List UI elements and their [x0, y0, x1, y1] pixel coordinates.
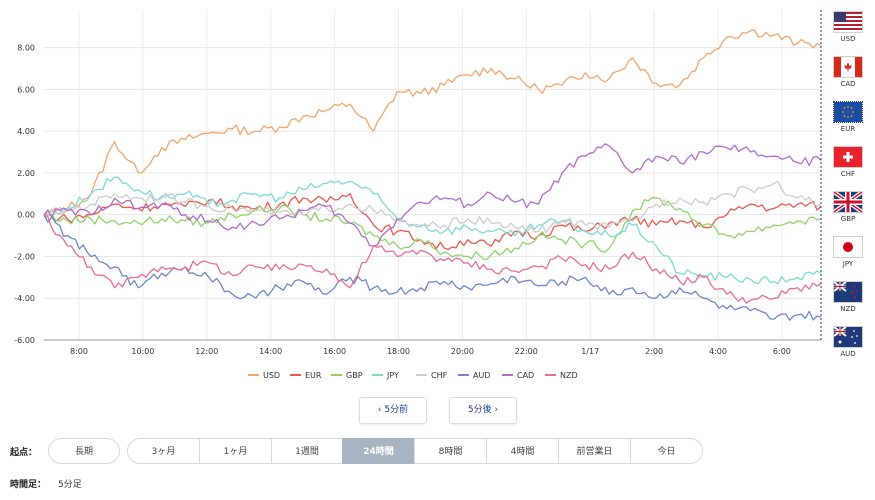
currency-usd-label: USD — [840, 35, 856, 43]
y-tick-label: 0.00 — [17, 211, 35, 220]
currency-strength-chart: 8.00 6.00 4.00 2.00 0.00 -2.00 -4.00 -6.00 8:00… — [14, 10, 822, 380]
x-axis-labels: 8:00 10:00 12:00 14:00 16:00 18:00 20:00 22:00 1… — [70, 347, 791, 356]
timeframe-label: 時間足： — [10, 480, 47, 490]
period-24-hours[interactable]: 24時間 — [342, 438, 415, 464]
currency-eur[interactable]: EUR — [826, 98, 870, 143]
x-tick-label: 10:00 — [131, 347, 154, 356]
y-tick-label: 8.00 — [17, 44, 35, 53]
period-today[interactable]: 今日 — [630, 438, 703, 464]
currency-jpy[interactable]: JPY — [826, 233, 870, 278]
currency-chf[interactable]: CHF — [826, 143, 870, 188]
eu-flag-icon — [833, 101, 863, 123]
swiss-flag-icon — [833, 146, 863, 168]
y-tick-label: -4.00 — [14, 294, 35, 303]
legend-item-jpy[interactable]: JPY — [372, 371, 399, 380]
currency-usd[interactable]: USD — [826, 8, 870, 53]
x-tick-label: 20:00 — [451, 347, 474, 356]
period-1-month[interactable]: 1ヶ月 — [199, 438, 272, 464]
currency-jpy-label: JPY — [842, 260, 854, 268]
canada-flag-icon — [833, 56, 863, 78]
period-long-term[interactable]: 長期 — [48, 438, 120, 464]
x-tick-label: 14:00 — [259, 347, 282, 356]
legend-label: CAD — [517, 371, 534, 380]
series-line-aud — [43, 214, 822, 321]
legend-label: GBP — [346, 371, 363, 380]
new-zealand-flag-icon — [833, 281, 863, 303]
period-4-hours[interactable]: 4時間 — [486, 438, 559, 464]
series-line-eur — [43, 193, 822, 251]
y-tick-label: -2.00 — [14, 252, 35, 261]
x-tick-label: 16:00 — [323, 347, 346, 356]
x-tick-label: 12:00 — [195, 347, 218, 356]
legend-label: AUD — [473, 371, 491, 380]
currency-nzd-label: NZD — [840, 305, 856, 313]
series-line-usd — [43, 29, 822, 216]
next-5min-button[interactable]: 5分後 › — [449, 397, 517, 424]
y-axis-labels: 8.00 6.00 4.00 2.00 0.00 -2.00 -4.00 -6.00 — [14, 44, 35, 345]
uk-flag-icon — [833, 191, 863, 213]
legend-item-usd[interactable]: USD — [248, 371, 280, 380]
legend-item-gbp[interactable]: GBP — [331, 371, 363, 380]
currency-nzd[interactable]: NZD — [826, 278, 870, 323]
x-tick-label: 22:00 — [515, 347, 538, 356]
period-8-hours[interactable]: 8時間 — [414, 438, 487, 464]
timeframe-value: 5分足 — [58, 480, 82, 490]
x-tick-label: 8:00 — [70, 347, 88, 356]
currency-aud[interactable]: AUD — [826, 323, 870, 368]
australia-flag-icon — [833, 326, 863, 348]
y-tick-label: 6.00 — [17, 85, 35, 94]
period-3-months[interactable]: 3ヶ月 — [127, 438, 200, 464]
prev-5min-button[interactable]: ‹ 5分前 — [359, 397, 427, 424]
currency-gbp[interactable]: GBP — [826, 188, 870, 233]
legend-label: USD — [263, 371, 280, 380]
usa-flag-icon — [833, 11, 863, 33]
period-1-week[interactable]: 1週間 — [271, 438, 343, 464]
legend-item-chf[interactable]: CHF — [416, 371, 448, 380]
legend: USD EUR GBP JPY CHF AUD CAD NZD — [248, 371, 578, 380]
start-point-label: 起点： — [10, 448, 38, 458]
legend-label: NZD — [560, 371, 578, 380]
plot-area — [44, 10, 821, 340]
x-tick-label: 1/17 — [581, 347, 599, 356]
x-tick-label: 2:00 — [645, 347, 663, 356]
currency-cad[interactable]: CAD — [826, 53, 870, 98]
japan-flag-icon — [833, 236, 863, 258]
legend-item-nzd[interactable]: NZD — [545, 371, 578, 380]
currency-sidebar: USD CAD EUR — [826, 8, 870, 360]
series-line-gbp — [43, 196, 822, 261]
legend-label: EUR — [305, 371, 322, 380]
series-line-jpy — [43, 176, 822, 285]
x-tick-label: 6:00 — [773, 347, 791, 356]
period-prev-business-day[interactable]: 前営業日 — [558, 438, 631, 464]
currency-aud-label: AUD — [840, 350, 856, 358]
legend-item-cad[interactable]: CAD — [502, 371, 534, 380]
series-line-nzd — [43, 214, 822, 304]
legend-label: CHF — [431, 371, 448, 380]
series-line-chf — [43, 180, 822, 234]
currency-cad-label: CAD — [840, 80, 856, 88]
y-tick-label: 4.00 — [17, 127, 35, 136]
legend-label: JPY — [386, 371, 399, 380]
currency-chf-label: CHF — [840, 170, 856, 178]
y-tick-label: -6.00 — [14, 336, 35, 345]
legend-item-eur[interactable]: EUR — [290, 371, 322, 380]
currency-eur-label: EUR — [840, 125, 856, 133]
series-line-cad — [43, 143, 822, 247]
currency-gbp-label: GBP — [840, 215, 856, 223]
x-tick-label: 18:00 — [387, 347, 410, 356]
series-lines — [43, 29, 822, 321]
x-tick-label: 4:00 — [709, 347, 727, 356]
legend-item-aud[interactable]: AUD — [458, 371, 491, 380]
y-tick-label: 2.00 — [17, 169, 35, 178]
